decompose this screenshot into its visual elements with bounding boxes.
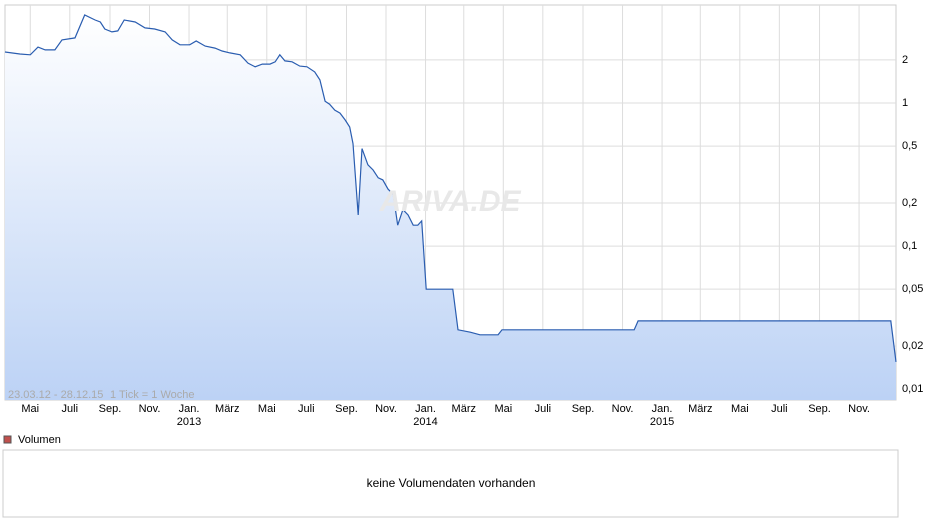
x-tick-label: März [688, 403, 712, 415]
x-tick-label: Jan. [652, 403, 673, 415]
x-tick-label: Jan. [179, 403, 200, 415]
range-label: 23.03.12 - 28.12.15 [8, 389, 103, 401]
x-tick-label: Jan. [415, 403, 436, 415]
legend-swatch [3, 435, 12, 444]
y-tick-label: 2 [902, 54, 908, 66]
x-tick-label: Mai [21, 403, 39, 415]
year-label: 2015 [650, 416, 674, 428]
x-tick-label: Juli [771, 403, 788, 415]
x-tick-label: Nov. [139, 403, 161, 415]
x-tick-label: Sep. [99, 403, 122, 415]
x-tick-label: Mai [258, 403, 276, 415]
x-tick-label: Sep. [808, 403, 831, 415]
y-tick-label: 1 [902, 97, 908, 109]
x-tick-label: Juli [298, 403, 315, 415]
year-label: 2013 [177, 416, 201, 428]
x-tick-label: Juli [62, 403, 79, 415]
x-tick-label: Sep. [572, 403, 595, 415]
price-line [4, 14, 897, 362]
x-tick-label: März [452, 403, 476, 415]
tick-note: 1 Tick = 1 Woche [110, 389, 194, 401]
y-tick-label: 0,02 [902, 340, 923, 352]
x-tick-label: Sep. [335, 403, 358, 415]
x-tick-label: Nov. [848, 403, 870, 415]
volume-message: keine Volumendaten vorhanden [367, 476, 536, 490]
x-tick-label: Juli [535, 403, 552, 415]
y-tick-label: 0,2 [902, 197, 917, 209]
y-tick-label: 0,05 [902, 283, 923, 295]
area [5, 15, 896, 400]
year-label: 2014 [413, 416, 437, 428]
watermark: ARIVA.DE [378, 185, 521, 218]
x-tick-label: Nov. [612, 403, 634, 415]
y-tick-label: 0,5 [902, 140, 917, 152]
x-tick-label: Nov. [375, 403, 397, 415]
y-tick-label: 0,1 [902, 240, 917, 252]
x-tick-label: Mai [731, 403, 749, 415]
legend-label: Volumen [18, 434, 61, 446]
y-tick-label: 0,01 [902, 383, 923, 395]
x-tick-label: Mai [494, 403, 512, 415]
x-tick-label: März [215, 403, 239, 415]
volume-panel [2, 449, 899, 518]
